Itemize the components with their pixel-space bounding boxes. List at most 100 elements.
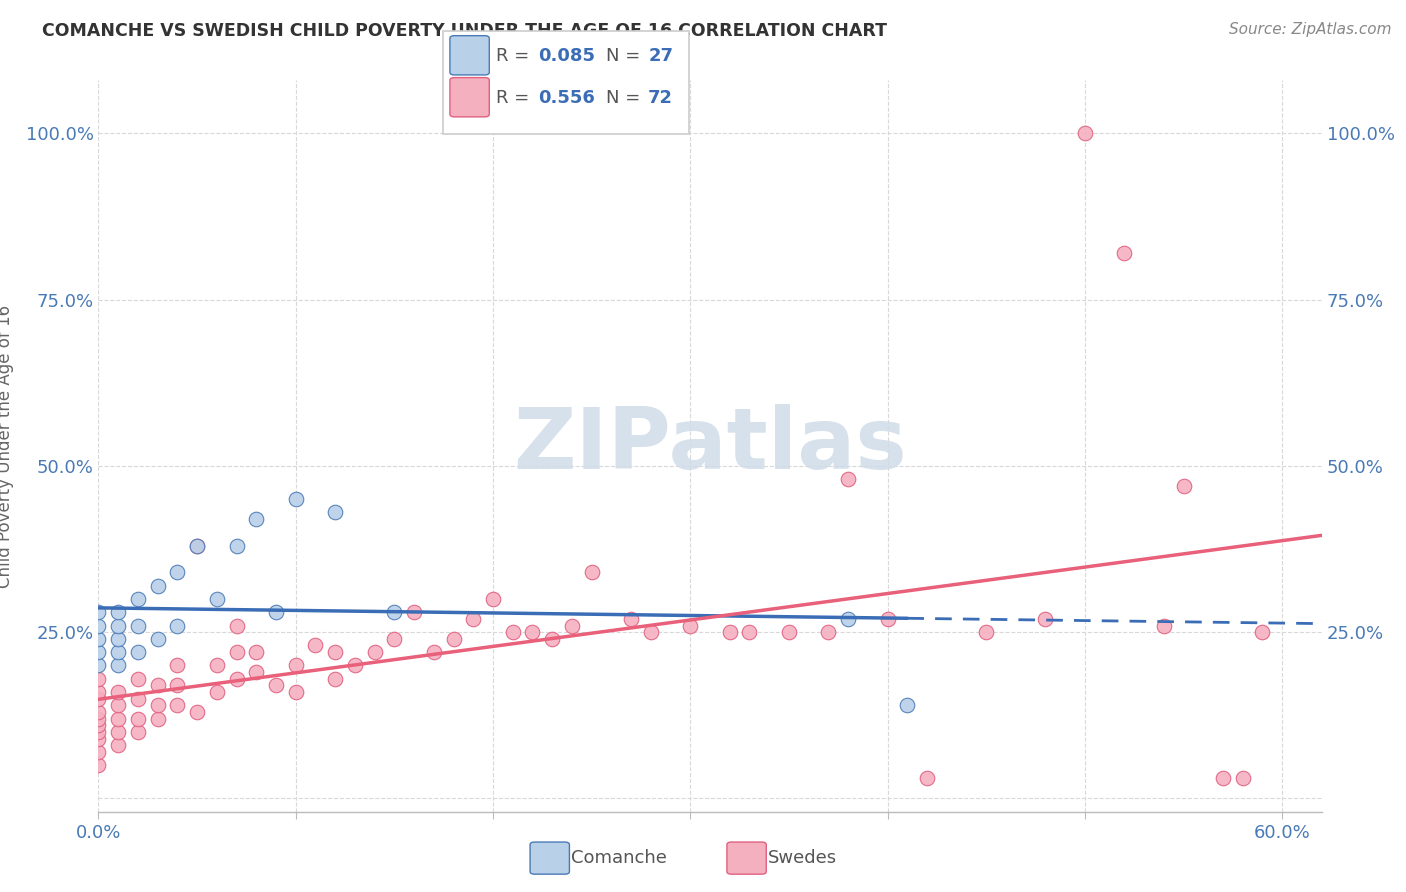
Point <box>323 645 346 659</box>
Point <box>264 605 287 619</box>
Text: 72: 72 <box>648 89 673 107</box>
Point <box>1173 479 1195 493</box>
Text: R =: R = <box>496 89 536 107</box>
Point <box>166 698 188 713</box>
Point <box>541 632 564 646</box>
Point <box>1153 618 1175 632</box>
Point <box>245 645 267 659</box>
Y-axis label: Child Poverty Under the Age of 16: Child Poverty Under the Age of 16 <box>0 304 14 588</box>
Point <box>974 625 997 640</box>
Point <box>323 506 346 520</box>
Point <box>146 712 169 726</box>
Point <box>778 625 800 640</box>
Point <box>107 738 129 752</box>
Point <box>245 665 267 679</box>
Point <box>107 632 129 646</box>
Point <box>87 745 110 759</box>
Point <box>382 632 405 646</box>
Point <box>284 492 307 507</box>
Point <box>502 625 524 640</box>
Point <box>107 725 129 739</box>
Point <box>718 625 741 640</box>
Point <box>146 678 169 692</box>
Point <box>1114 246 1136 260</box>
Point <box>127 691 149 706</box>
Text: R =: R = <box>496 47 536 65</box>
Point <box>107 618 129 632</box>
Point <box>146 698 169 713</box>
Point <box>225 618 247 632</box>
Point <box>225 539 247 553</box>
Point <box>186 539 208 553</box>
Point <box>87 731 110 746</box>
Point <box>166 566 188 580</box>
Point <box>404 605 426 619</box>
Point <box>87 658 110 673</box>
Point <box>146 632 169 646</box>
Point <box>561 618 583 632</box>
Point <box>323 672 346 686</box>
Text: COMANCHE VS SWEDISH CHILD POVERTY UNDER THE AGE OF 16 CORRELATION CHART: COMANCHE VS SWEDISH CHILD POVERTY UNDER … <box>42 22 887 40</box>
Point <box>245 512 267 526</box>
Point <box>127 725 149 739</box>
Point <box>87 618 110 632</box>
Point <box>186 539 208 553</box>
Point <box>382 605 405 619</box>
Text: Swedes: Swedes <box>768 849 837 867</box>
Point <box>463 612 485 626</box>
Point <box>225 645 247 659</box>
Point <box>482 591 505 606</box>
Point <box>264 678 287 692</box>
Point <box>1251 625 1274 640</box>
Point <box>87 718 110 732</box>
Point <box>127 712 149 726</box>
Point <box>915 772 938 786</box>
Point <box>1212 772 1234 786</box>
Point <box>304 639 326 653</box>
Point <box>107 605 129 619</box>
Point <box>679 618 702 632</box>
Point <box>87 632 110 646</box>
Point <box>87 725 110 739</box>
Point <box>107 645 129 659</box>
Point <box>87 672 110 686</box>
Text: Comanche: Comanche <box>571 849 666 867</box>
Point <box>837 472 859 486</box>
Point <box>107 658 129 673</box>
Point <box>1035 612 1057 626</box>
Point <box>87 691 110 706</box>
Point <box>127 645 149 659</box>
Point <box>166 618 188 632</box>
Point <box>1074 127 1097 141</box>
Point <box>363 645 385 659</box>
Point <box>87 705 110 719</box>
Point <box>205 591 228 606</box>
Point <box>896 698 918 713</box>
Text: 27: 27 <box>648 47 673 65</box>
Point <box>107 698 129 713</box>
Point <box>205 658 228 673</box>
Point <box>87 685 110 699</box>
Point <box>443 632 465 646</box>
Point <box>343 658 366 673</box>
Text: N =: N = <box>606 89 645 107</box>
Point <box>87 758 110 772</box>
Point <box>166 678 188 692</box>
Point <box>225 672 247 686</box>
Point <box>146 579 169 593</box>
Point <box>738 625 761 640</box>
Point <box>127 672 149 686</box>
Point <box>640 625 662 640</box>
Text: Source: ZipAtlas.com: Source: ZipAtlas.com <box>1229 22 1392 37</box>
Point <box>817 625 839 640</box>
Point <box>127 591 149 606</box>
Point <box>107 712 129 726</box>
Point <box>87 712 110 726</box>
Point <box>87 605 110 619</box>
Point <box>1232 772 1254 786</box>
Point <box>423 645 446 659</box>
Point <box>205 685 228 699</box>
Point <box>107 685 129 699</box>
Text: N =: N = <box>606 47 645 65</box>
Point <box>127 618 149 632</box>
